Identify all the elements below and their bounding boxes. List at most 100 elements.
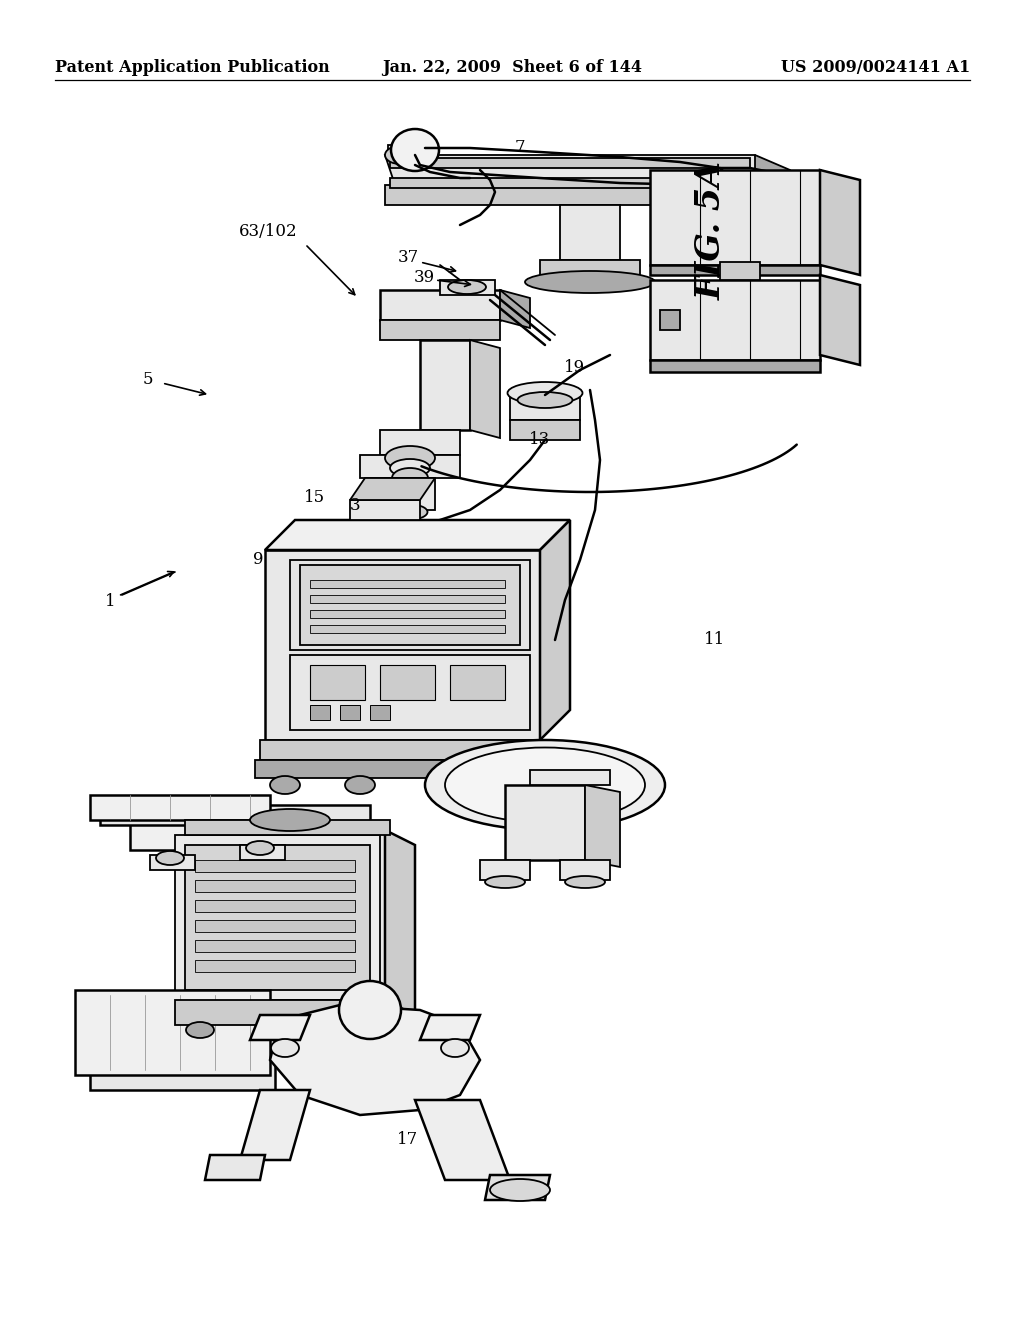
Text: 1: 1	[104, 594, 116, 610]
Polygon shape	[385, 185, 755, 205]
Polygon shape	[130, 820, 365, 850]
Polygon shape	[100, 805, 370, 825]
Polygon shape	[195, 900, 355, 912]
Polygon shape	[390, 178, 750, 187]
Ellipse shape	[346, 1022, 374, 1038]
Polygon shape	[370, 705, 390, 719]
Polygon shape	[255, 760, 550, 777]
Polygon shape	[195, 960, 355, 972]
Polygon shape	[380, 290, 500, 319]
Ellipse shape	[186, 1022, 214, 1038]
Ellipse shape	[404, 498, 416, 503]
Ellipse shape	[517, 392, 572, 408]
Polygon shape	[450, 665, 505, 700]
Polygon shape	[185, 820, 390, 836]
Ellipse shape	[345, 776, 375, 795]
Text: 3: 3	[349, 496, 360, 513]
Polygon shape	[440, 280, 495, 294]
Polygon shape	[470, 341, 500, 438]
Ellipse shape	[391, 129, 439, 172]
Polygon shape	[350, 478, 435, 500]
Polygon shape	[380, 430, 460, 455]
Polygon shape	[175, 1001, 385, 1026]
Ellipse shape	[449, 280, 486, 294]
Polygon shape	[310, 595, 505, 603]
Polygon shape	[90, 1010, 275, 1090]
Ellipse shape	[271, 1039, 299, 1057]
Polygon shape	[480, 861, 530, 880]
Polygon shape	[720, 261, 760, 280]
Polygon shape	[90, 795, 270, 820]
Ellipse shape	[385, 147, 415, 164]
Text: 63/102: 63/102	[239, 223, 297, 240]
Polygon shape	[650, 280, 820, 360]
Polygon shape	[510, 420, 580, 440]
Ellipse shape	[392, 469, 428, 488]
Polygon shape	[820, 170, 860, 275]
Ellipse shape	[508, 381, 583, 404]
Polygon shape	[560, 861, 610, 880]
Ellipse shape	[445, 776, 475, 795]
Text: 13: 13	[529, 432, 551, 449]
Text: Patent Application Publication: Patent Application Publication	[55, 59, 330, 77]
Ellipse shape	[565, 876, 605, 888]
Polygon shape	[415, 1100, 510, 1180]
Polygon shape	[420, 341, 470, 430]
Polygon shape	[388, 145, 415, 160]
Polygon shape	[195, 920, 355, 932]
Polygon shape	[310, 610, 505, 618]
Ellipse shape	[441, 1039, 469, 1057]
Polygon shape	[185, 1001, 385, 1015]
Polygon shape	[195, 880, 355, 892]
Ellipse shape	[404, 487, 416, 492]
Polygon shape	[820, 275, 860, 366]
Polygon shape	[540, 260, 640, 275]
Polygon shape	[250, 1015, 310, 1040]
Polygon shape	[205, 1155, 265, 1180]
Ellipse shape	[339, 981, 401, 1039]
Polygon shape	[500, 290, 530, 327]
Polygon shape	[360, 455, 460, 478]
Polygon shape	[300, 565, 520, 645]
Polygon shape	[530, 770, 610, 785]
Polygon shape	[540, 520, 570, 741]
Text: 9: 9	[253, 552, 263, 569]
Polygon shape	[240, 1090, 310, 1160]
Polygon shape	[385, 478, 435, 510]
Polygon shape	[270, 1005, 480, 1115]
Polygon shape	[380, 665, 435, 700]
Ellipse shape	[250, 809, 330, 832]
Text: 7: 7	[515, 140, 525, 157]
Ellipse shape	[505, 776, 535, 795]
Ellipse shape	[490, 1179, 550, 1201]
Polygon shape	[185, 830, 385, 1001]
Polygon shape	[265, 550, 540, 741]
Polygon shape	[755, 154, 790, 205]
Polygon shape	[650, 170, 820, 265]
Text: 37: 37	[397, 249, 419, 267]
Polygon shape	[420, 1015, 480, 1040]
Polygon shape	[585, 785, 620, 867]
Text: 5: 5	[142, 371, 154, 388]
Text: 39: 39	[414, 269, 434, 286]
Text: 11: 11	[705, 631, 726, 648]
Polygon shape	[265, 520, 570, 550]
Polygon shape	[350, 500, 420, 520]
Text: 17: 17	[397, 1131, 419, 1148]
Polygon shape	[290, 655, 530, 730]
Polygon shape	[650, 265, 820, 275]
Polygon shape	[310, 705, 330, 719]
Polygon shape	[185, 845, 370, 990]
Text: FIG. 5A: FIG. 5A	[695, 161, 728, 301]
Ellipse shape	[156, 851, 184, 865]
Polygon shape	[485, 1175, 550, 1200]
Text: 15: 15	[304, 490, 326, 507]
Polygon shape	[385, 830, 415, 1015]
Polygon shape	[290, 560, 530, 649]
Polygon shape	[75, 990, 270, 1074]
Polygon shape	[560, 205, 620, 260]
Text: 19: 19	[564, 359, 586, 376]
Ellipse shape	[425, 741, 665, 830]
Polygon shape	[310, 624, 505, 634]
Polygon shape	[195, 940, 355, 952]
